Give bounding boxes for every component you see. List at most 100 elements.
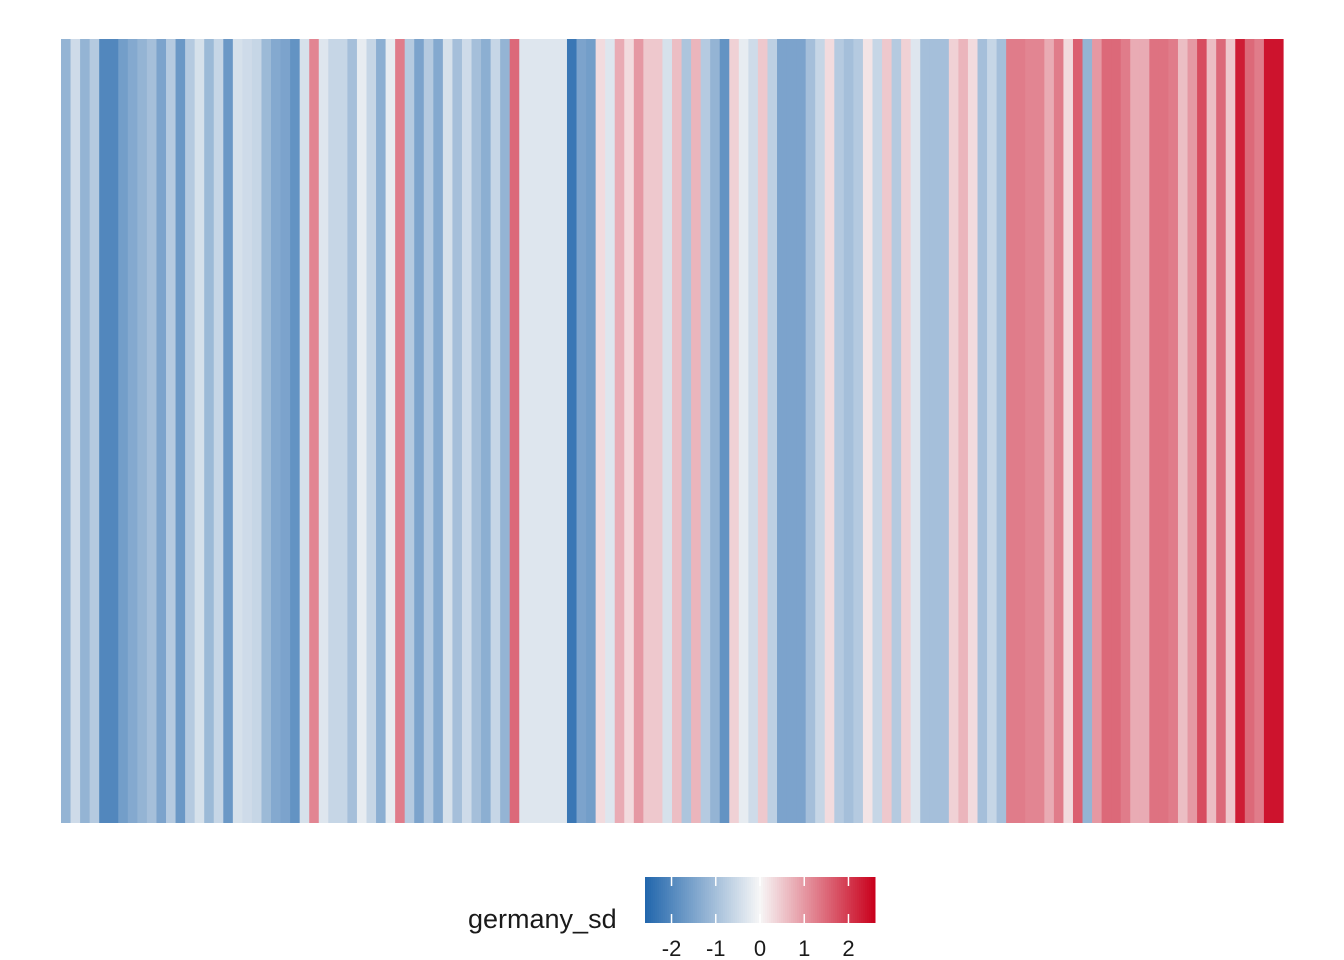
stripe-95 — [958, 39, 969, 823]
stripe-40 — [433, 39, 444, 823]
colorbar-segment — [789, 877, 792, 923]
stripe-71 — [729, 39, 740, 823]
stripe-82 — [834, 39, 845, 823]
stripe-118 — [1177, 39, 1189, 823]
stripe-6 — [108, 39, 119, 823]
colorbar-segment — [787, 877, 790, 923]
stripe-88 — [891, 39, 902, 823]
stripe-38 — [414, 39, 425, 823]
colorbar-segment — [649, 877, 652, 923]
stripe-104 — [1044, 39, 1055, 823]
colorbar-segment — [775, 877, 778, 923]
stripe-7 — [118, 39, 129, 823]
colorbar-segment — [653, 877, 656, 923]
stripe-101 — [1015, 39, 1026, 823]
stripe-47 — [500, 39, 511, 823]
stripe-18 — [223, 39, 234, 823]
colorbar-segment — [801, 877, 804, 923]
colorbar-segment — [867, 877, 870, 923]
colorbar-segment — [727, 877, 730, 923]
stripe-15 — [194, 39, 205, 823]
colorbar-segment — [817, 877, 820, 923]
stripe-65 — [672, 39, 683, 823]
colorbar-segment — [651, 877, 654, 923]
stripe-90 — [910, 39, 921, 823]
colorbar-segment — [841, 877, 844, 923]
colorbar-segment — [647, 877, 650, 923]
colorbar-tick-label: 0 — [754, 936, 766, 960]
stripe-97 — [977, 39, 988, 823]
stripe-73 — [748, 39, 759, 823]
stripe-100 — [1006, 39, 1017, 823]
stripe-2 — [70, 39, 81, 823]
stripe-67 — [691, 39, 702, 823]
stripe-17 — [213, 39, 224, 823]
stripe-11 — [156, 39, 167, 823]
stripe-72 — [738, 39, 749, 823]
colorbar-segment — [725, 877, 728, 923]
colorbar-segment — [797, 877, 800, 923]
stripe-45 — [481, 39, 492, 823]
colorbar-segment — [849, 877, 852, 923]
stripe-48 — [509, 39, 520, 823]
colorbar-segment — [769, 877, 772, 923]
colorbar-segment — [771, 877, 774, 923]
stripe-30 — [337, 39, 349, 823]
colorbar-segment — [645, 877, 648, 923]
colorbar-segment — [747, 877, 750, 923]
colorbar-segment — [785, 877, 788, 923]
colorbar-segment — [663, 877, 666, 923]
stripe-68 — [700, 39, 711, 823]
stripe-121 — [1206, 39, 1217, 823]
colorbar-tick-label: 1 — [798, 936, 810, 960]
stripe-16 — [204, 39, 215, 823]
stripe-19 — [232, 39, 243, 823]
colorbar-segment — [695, 877, 698, 923]
colorbar-segment — [751, 877, 754, 923]
colorbar-segment — [681, 877, 684, 923]
colorbar-segment — [765, 877, 768, 923]
colorbar-segment — [673, 877, 676, 923]
stripe-50 — [528, 39, 539, 823]
colorbar-segment — [707, 877, 710, 923]
colorbar-segment — [731, 877, 734, 923]
stripe-109 — [1092, 39, 1103, 823]
colorbar-segment — [829, 877, 832, 923]
colorbar-segment — [715, 877, 718, 923]
stripe-127 — [1263, 39, 1275, 823]
colorbar-segment — [779, 877, 782, 923]
stripe-76 — [777, 39, 788, 823]
stripe-103 — [1034, 39, 1045, 823]
stripe-122 — [1216, 39, 1227, 823]
stripe-25 — [290, 39, 301, 823]
stripe-110 — [1101, 39, 1112, 823]
stripe-84 — [853, 39, 864, 823]
colorbar-segment — [743, 877, 746, 923]
stripe-43 — [461, 39, 473, 823]
colorbar-segment — [843, 877, 846, 923]
stripe-96 — [967, 39, 979, 823]
colorbar-segment — [687, 877, 690, 923]
stripe-4 — [89, 39, 100, 823]
colorbar-segment — [853, 877, 856, 923]
stripe-114 — [1139, 39, 1150, 823]
colorbar-segment — [819, 877, 822, 923]
stripe-21 — [251, 39, 263, 823]
stripe-77 — [786, 39, 797, 823]
stripe-119 — [1187, 39, 1198, 823]
colorbar-segment — [713, 877, 716, 923]
stripe-105 — [1053, 39, 1065, 823]
colorbar-segment — [721, 877, 724, 923]
colorbar-tick-label: -2 — [662, 936, 682, 960]
stripe-28 — [318, 39, 329, 823]
stripe-59 — [614, 39, 625, 823]
colorbar-segment — [745, 877, 748, 923]
stripe-39 — [423, 39, 434, 823]
colorbar-segment — [759, 877, 762, 923]
colorbar-tick-label: 2 — [842, 936, 854, 960]
stripe-14 — [185, 39, 196, 823]
stripe-8 — [127, 39, 138, 823]
stripe-78 — [796, 39, 807, 823]
colorbar-segment — [691, 877, 694, 923]
